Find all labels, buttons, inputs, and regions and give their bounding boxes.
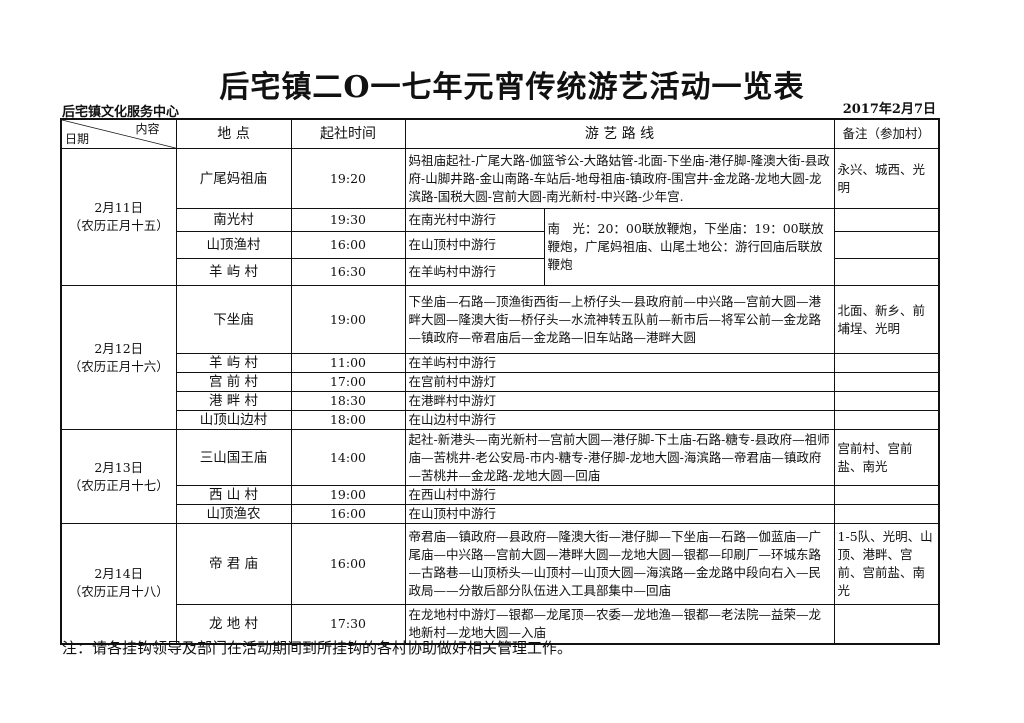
page-title: 后宅镇二O一七年元宵传统游艺活动一览表: [219, 70, 805, 105]
header-date: 日期: [65, 132, 90, 146]
time-cell: 18:00: [290, 410, 406, 430]
time-cell: 19:20: [290, 148, 406, 209]
lunar-date: （农历正月十六）: [68, 358, 169, 374]
issue-date: 2017年2月7日: [842, 102, 936, 117]
remarks-cell: [833, 410, 940, 430]
place-cell: 山顶山边村: [175, 410, 292, 430]
route-cell: 在宫前村中游灯: [404, 372, 835, 392]
header-content: 内容: [135, 122, 160, 136]
remarks-cell: [833, 504, 940, 524]
date: 2月14日: [94, 566, 144, 582]
header-route: 游 艺 路 线: [404, 118, 835, 149]
table-row: 2月11日 （农历正月十五） 广尾妈祖庙 19:20 妈祖庙起社-广尾大路-伽篮爷公-大…: [60, 148, 940, 286]
date-cell: 2月14日 （农历正月十八）: [60, 523, 177, 644]
table-row: 西 山 村 19:00 在西山村中游行: [61, 485, 940, 505]
remarks-cell: [833, 208, 940, 232]
table-row: 山顶山边村 18:00 在山边村中游行: [61, 410, 940, 430]
place-cell: 下坐庙: [175, 285, 292, 354]
lunar-date: （农历正月十五）: [68, 218, 169, 233]
time-cell: 14:00: [290, 429, 406, 486]
remarks-cell: [833, 231, 940, 259]
route-cell: 在山顶村中游行: [404, 231, 545, 259]
organization: 后宅镇文化服务中心: [62, 105, 180, 120]
date-cell: 2月11日 （农历正月十五）: [60, 148, 177, 286]
table-row: 南光村 19:30 在南光村中游行南 光：20：00联放鞭炮，下坐庙：19：00联放…: [61, 208, 940, 286]
remarks-cell: [833, 353, 940, 373]
table-row: 港 畔 村 18:30 在港畔村中游灯: [61, 391, 940, 411]
header-time: 起社时间: [290, 118, 406, 149]
remarks-cell: 宫前村、宫前盐、南光: [833, 429, 940, 486]
time-cell: 18:30: [290, 391, 406, 411]
date-cell: 2月13日 （农历正月十七）: [60, 429, 177, 524]
date: 2月13日: [94, 459, 144, 475]
place-cell: 三山国王庙: [175, 429, 292, 486]
time-cell: 16:00: [290, 504, 406, 524]
firecracker-note: 南 光：20：00联放鞭炮，下坐庙：19：00联放鞭炮，广尾妈祖庙、山尾土地公：…: [543, 208, 835, 286]
time-cell: 17:00: [290, 372, 406, 392]
table-row: 2月14日 （农历正月十八） 帝 君 庙 16:00 帝君庙—镇政府—县政府—隆澳大街—…: [60, 523, 940, 644]
time-cell: 19:30: [290, 208, 406, 232]
route-cell: 在西山村中游行: [404, 485, 835, 505]
place-cell: 宫 前 村: [175, 372, 292, 392]
footer-note: 注：请各挂钩领导及部门在活动期间到所挂钩的各村协助做好相关管理工作。: [62, 639, 573, 657]
route-cell: 帝君庙—镇政府—县政府—隆澳大街—港仔脚—下坐庙—石路—伽蓝庙—广尾庙—中兴路—…: [404, 523, 835, 605]
date: 2月11日: [94, 200, 144, 215]
place-cell: 帝 君 庙: [175, 523, 292, 605]
header-place: 地 点: [175, 118, 292, 149]
time-cell: 19:00: [290, 485, 406, 505]
header-remarks: 备注（参加村）: [833, 118, 940, 149]
remarks-cell: [833, 391, 940, 411]
route-cell: 在山边村中游行: [404, 410, 835, 430]
time-cell: 16:00: [290, 231, 406, 259]
route-cell: 在港畔村中游灯: [404, 391, 835, 411]
date-cell: 2月12日 （农历正月十六）: [60, 285, 177, 430]
route-cell: 在羊屿村中游行: [404, 258, 545, 286]
remarks-cell: 永兴、城西、光明: [833, 148, 940, 209]
table-row: 羊 屿 村 11:00 在羊屿村中游行: [61, 353, 940, 373]
time-cell: 16:00: [290, 523, 406, 605]
remarks-cell: [833, 604, 940, 644]
table-row: 2月12日 （农历正月十六） 下坐庙 19:00 下坐庙—石路—顶渔街西街—上桥仔头—县…: [60, 285, 940, 430]
time-cell: 11:00: [290, 353, 406, 373]
place-cell: 羊 屿 村: [175, 258, 292, 286]
table-row: 宫 前 村 17:00 在宫前村中游灯: [61, 372, 940, 392]
schedule-table: 内容 日期 地 点 起社时间 游 艺 路 线 备注（参加村） 2月11日 （农历正…: [60, 118, 941, 645]
place-cell: 广尾妈祖庙: [175, 148, 292, 209]
time-cell: 19:00: [290, 285, 406, 354]
lunar-date: （农历正月十七）: [68, 477, 169, 493]
remarks-cell: [833, 485, 940, 505]
route-cell: 起社-新港头—南光新村—宫前大圆—港仔脚-下土庙-石路-糖专-县政府—祖师庙—苦…: [404, 429, 835, 486]
remarks-cell: [833, 372, 940, 392]
route-cell: 在山顶村中游行: [404, 504, 835, 524]
table-row: 2月13日 （农历正月十七） 三山国王庙 14:00 起社-新港头—南光新村—宫前大圆—…: [60, 429, 940, 524]
place-cell: 龙 地 村: [175, 604, 292, 644]
route-cell: 在龙地村中游灯—银都—龙尾顶—农委—龙地渔—银都—老法院—益荣—龙地新村—龙地大…: [404, 604, 835, 644]
remarks-cell: [833, 258, 940, 286]
time-cell: 17:30: [290, 604, 406, 644]
table-row: 山顶渔农 16:00 在山顶村中游行: [61, 504, 940, 524]
route-cell: 在羊屿村中游行: [404, 353, 835, 373]
place-cell: 山顶渔村: [175, 231, 292, 259]
remarks-cell: 北面、新乡、前埔埕、光明: [833, 285, 940, 354]
route-cell: 妈祖庙起社-广尾大路-伽篮爷公-大路姑管-北面-下坐庙-港仔脚-隆澳大街-县政府…: [404, 148, 835, 209]
place-cell: 羊 屿 村: [175, 353, 292, 373]
time-cell: 16:30: [290, 258, 406, 286]
route-cell: 在南光村中游行: [404, 208, 545, 232]
diagonal-header: 内容 日期: [60, 118, 177, 149]
place-cell: 港 畔 村: [175, 391, 292, 411]
table-row: 龙 地 村 17:30 在龙地村中游灯—银都—龙尾顶—农委—龙地渔—银都—老法院—益…: [61, 604, 940, 644]
remarks-cell: 1-5队、光明、山顶、港畔、宫前、宫前盐、南光: [833, 523, 940, 605]
header-row: 内容 日期 地 点 起社时间 游 艺 路 线 备注（参加村）: [60, 118, 940, 149]
place-cell: 山顶渔农: [175, 504, 292, 524]
place-cell: 南光村: [175, 208, 292, 232]
route-cell: 下坐庙—石路—顶渔街西街—上桥仔头—县政府前—中兴路—宫前大圆—港畔大圆—隆澳大…: [404, 285, 835, 354]
lunar-date: （农历正月十八）: [68, 584, 169, 600]
date: 2月12日: [94, 340, 144, 356]
place-cell: 西 山 村: [175, 485, 292, 505]
